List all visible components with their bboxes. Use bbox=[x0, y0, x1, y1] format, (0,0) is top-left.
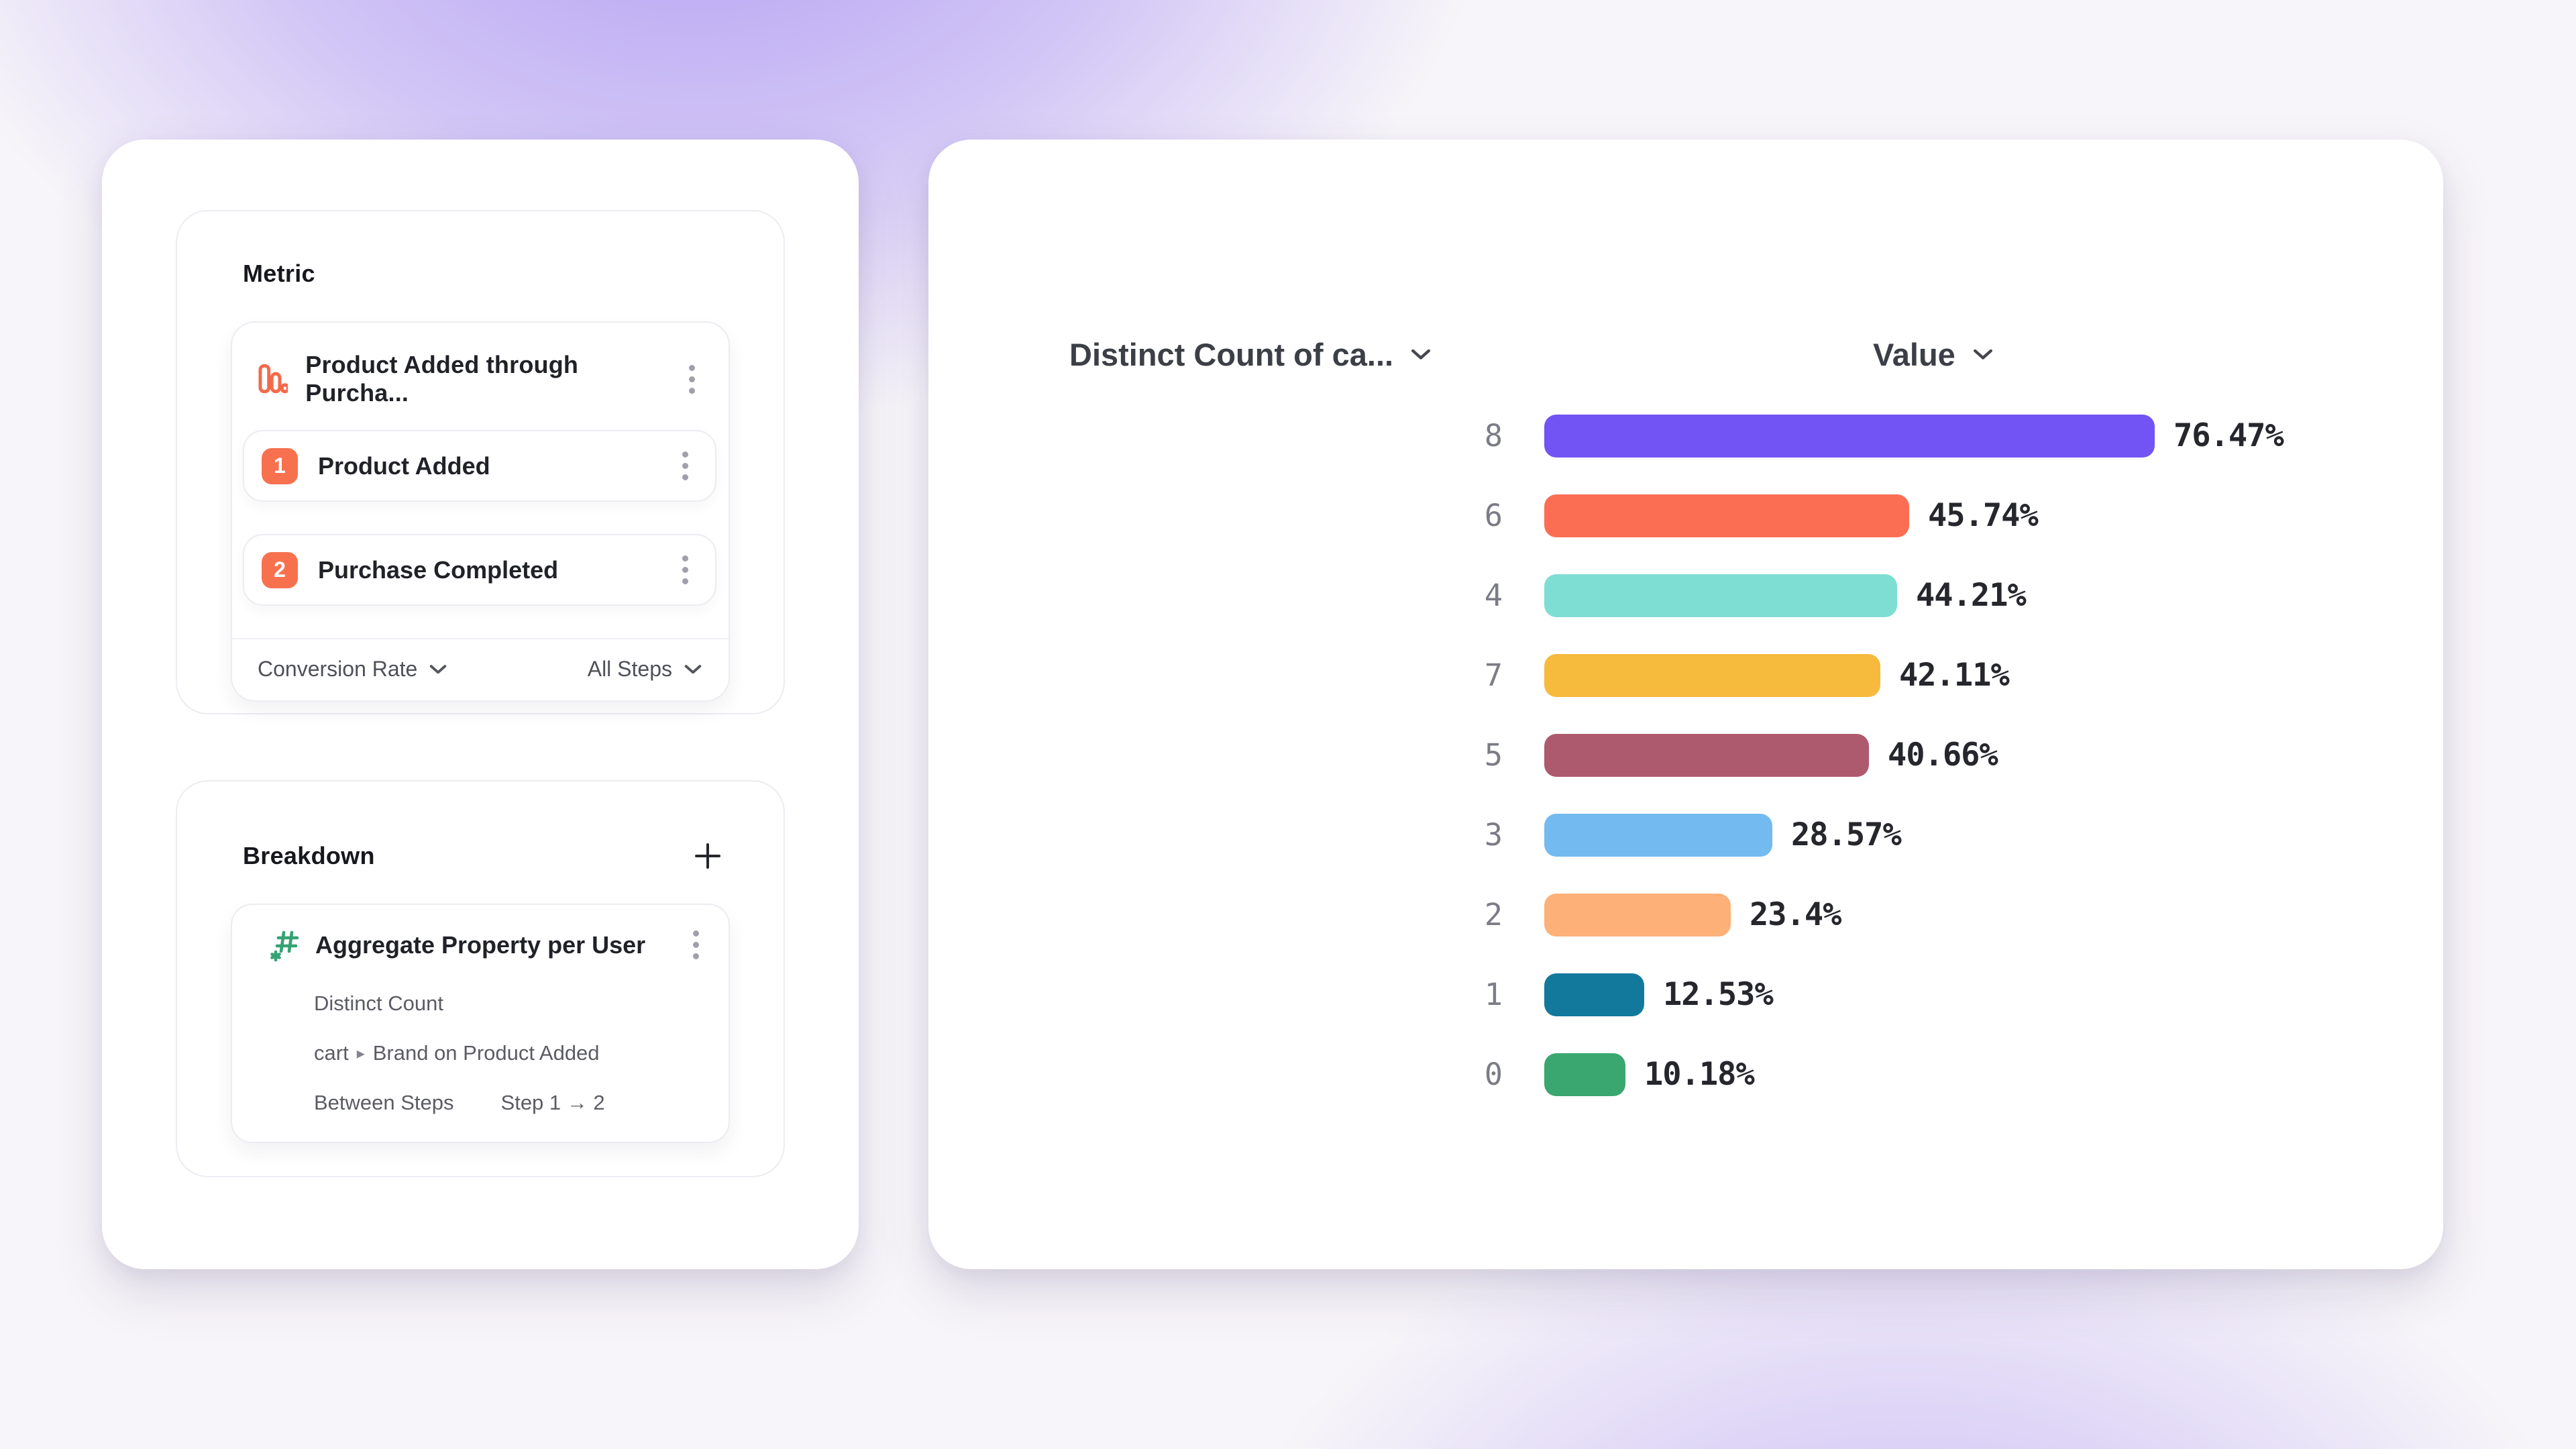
chart-row: 3 28.57% bbox=[928, 795, 2443, 875]
column-header-value[interactable]: Value bbox=[1873, 336, 1993, 373]
chart-row: 2 23.4% bbox=[928, 875, 2443, 955]
value-label: 28.57% bbox=[1791, 816, 1902, 853]
breakdown-section: Breakdown bbox=[176, 780, 785, 1177]
bar[interactable] bbox=[1544, 813, 1772, 857]
funnel-steps-list: 1 Product Added 2 Purchase Completed bbox=[232, 430, 729, 606]
bar[interactable] bbox=[1544, 973, 1644, 1016]
conversion-rate-label: Conversion Rate bbox=[258, 657, 418, 681]
category-label: 4 bbox=[1484, 578, 1503, 613]
bar[interactable] bbox=[1544, 574, 1897, 617]
funnel-footer-divider bbox=[232, 638, 729, 639]
conversion-rate-dropdown[interactable]: Conversion Rate bbox=[258, 657, 447, 682]
category-label: 5 bbox=[1484, 737, 1503, 773]
category-label: 7 bbox=[1484, 657, 1503, 693]
category-label: 0 bbox=[1484, 1057, 1503, 1092]
property-prefix: cart bbox=[314, 1041, 349, 1065]
query-panel-card: Metric Product Added through Purcha... 1… bbox=[102, 140, 859, 1269]
metric-section-title: Metric bbox=[243, 260, 315, 287]
metric-section: Metric Product Added through Purcha... 1… bbox=[176, 210, 785, 714]
funnel-header-row[interactable]: Product Added through Purcha... bbox=[232, 323, 729, 430]
value-label: 12.53% bbox=[1663, 976, 1774, 1013]
between-steps-value: Step 1 → 2 bbox=[500, 1091, 605, 1114]
breakdown-item-title: Aggregate Property per User bbox=[315, 930, 646, 959]
bar[interactable] bbox=[1544, 414, 2155, 458]
breadcrumb-arrow-icon: ▸ bbox=[356, 1044, 365, 1063]
value-label: 42.11% bbox=[1899, 657, 2010, 694]
step-menu-button[interactable] bbox=[676, 549, 695, 591]
funnel-metric-title: Product Added through Purcha... bbox=[305, 351, 579, 407]
funnel-menu-button[interactable] bbox=[682, 358, 702, 400]
breakdown-between-steps: Between Steps Step 1 → 2 bbox=[314, 1091, 706, 1115]
bar[interactable] bbox=[1544, 1053, 1625, 1096]
category-label: 2 bbox=[1484, 897, 1503, 932]
category-label: 3 bbox=[1484, 817, 1503, 853]
value-label: 10.18% bbox=[1644, 1056, 1755, 1093]
value-label: 76.47% bbox=[2174, 417, 2284, 454]
value-label: 40.66% bbox=[1888, 737, 1998, 773]
chevron-down-icon bbox=[430, 664, 447, 674]
breakdown-property: cart ▸ Brand on Product Added bbox=[314, 1041, 706, 1065]
category-label: 6 bbox=[1484, 498, 1503, 533]
breakdown-header: Breakdown bbox=[231, 841, 730, 871]
chart-row: 6 45.74% bbox=[928, 476, 2443, 555]
aggregate-property-icon bbox=[270, 930, 299, 961]
funnel-footer: Conversion Rate All Steps bbox=[232, 639, 729, 700]
value-label: 44.21% bbox=[1916, 577, 2027, 614]
breakdown-item-header: Aggregate Property per User bbox=[270, 924, 706, 966]
all-steps-label: All Steps bbox=[587, 657, 672, 681]
breakdown-section-title: Breakdown bbox=[243, 842, 375, 869]
bar-chart: 8 76.47% 6 45.74% 4 44.21% 7 42.11% 5 40… bbox=[928, 396, 2443, 1114]
column-header-distinct-count-label: Distinct Count of ca... bbox=[1069, 337, 1394, 372]
breakdown-aggregation: Distinct Count bbox=[314, 991, 443, 1015]
value-label: 23.4% bbox=[1750, 896, 1841, 933]
funnel-step[interactable]: 2 Purchase Completed bbox=[243, 534, 716, 606]
bar[interactable] bbox=[1544, 653, 1880, 697]
step-number-badge: 1 bbox=[262, 447, 298, 484]
funnel-chart-icon bbox=[258, 364, 288, 394]
plus-icon bbox=[695, 843, 720, 869]
chart-row: 4 44.21% bbox=[928, 555, 2443, 635]
bar[interactable] bbox=[1544, 733, 1869, 777]
breakdown-menu-button[interactable] bbox=[686, 924, 706, 966]
funnel-metric-card[interactable]: Product Added through Purcha... 1 Produc… bbox=[231, 321, 730, 702]
breakdown-item-card[interactable]: Aggregate Property per User Distinct Cou… bbox=[231, 904, 730, 1143]
chart-row: 1 12.53% bbox=[928, 955, 2443, 1034]
chart-row: 7 42.11% bbox=[928, 635, 2443, 715]
category-label: 8 bbox=[1484, 418, 1503, 453]
step-menu-button[interactable] bbox=[676, 445, 695, 487]
all-steps-dropdown[interactable]: All Steps bbox=[588, 657, 702, 682]
value-label: 45.74% bbox=[1928, 497, 2039, 534]
chart-row: 5 40.66% bbox=[928, 715, 2443, 795]
step-number-badge: 2 bbox=[262, 551, 298, 588]
category-label: 1 bbox=[1484, 977, 1503, 1012]
step-label: Purchase Completed bbox=[318, 555, 559, 584]
chevron-down-icon bbox=[1411, 349, 1431, 360]
bar[interactable] bbox=[1544, 893, 1731, 936]
chevron-down-icon bbox=[1973, 349, 1992, 360]
column-header-value-label: Value bbox=[1873, 337, 1955, 372]
funnel-step[interactable]: 1 Product Added bbox=[243, 430, 716, 502]
between-steps-label: Between Steps bbox=[314, 1091, 454, 1114]
column-header-distinct-count[interactable]: Distinct Count of ca... bbox=[1069, 336, 1431, 373]
chart-card: Distinct Count of ca... Value 8 76.47% 6… bbox=[928, 140, 2443, 1269]
chart-row: 8 76.47% bbox=[928, 396, 2443, 476]
add-breakdown-button[interactable] bbox=[692, 841, 723, 871]
chevron-down-icon bbox=[684, 664, 702, 674]
step-label: Product Added bbox=[318, 451, 490, 480]
property-name: Brand on Product Added bbox=[372, 1041, 600, 1065]
bar[interactable] bbox=[1544, 494, 1909, 537]
chart-row: 0 10.18% bbox=[928, 1034, 2443, 1114]
